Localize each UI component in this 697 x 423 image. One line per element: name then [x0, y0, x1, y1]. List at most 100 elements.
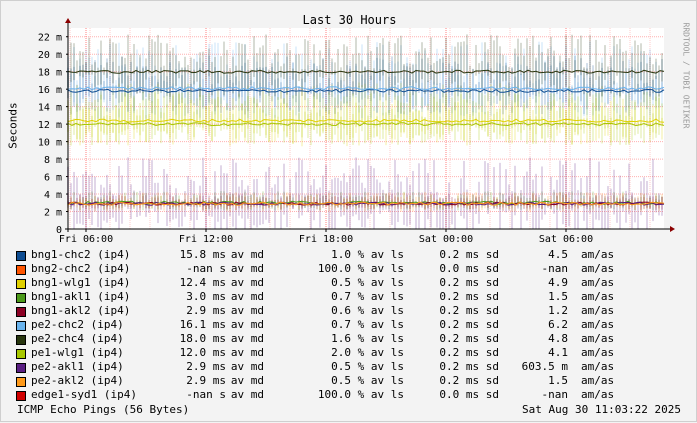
legend-swatch	[16, 251, 26, 261]
legend-series-name: bng2-chc2 (ip4)	[31, 262, 131, 275]
legend-swatch	[16, 321, 26, 331]
legend-sd: 1.5	[548, 374, 568, 387]
x-tick-label: Fri 12:00	[179, 234, 233, 245]
plot-area	[68, 28, 664, 229]
y-tick-label: 22 m	[38, 33, 62, 44]
x-tick-label: Fri 18:00	[299, 234, 353, 245]
legend-loss: 1.0 % av ls	[331, 248, 404, 261]
legend-loss: 2.0 % av ls	[331, 346, 404, 359]
legend-am-unit: am/as	[581, 248, 615, 261]
legend-avg-unit: av md	[230, 374, 264, 387]
legend-avg: 2.9 ms	[186, 304, 226, 317]
series-median-line	[67, 201, 665, 206]
legend-avg-unit: av md	[230, 360, 264, 373]
legend-ls: 0.0 ms sd	[439, 262, 499, 275]
y-axis-arrow-icon	[65, 18, 71, 23]
legend-avg-unit: av md	[230, 346, 264, 359]
legend-series-name: pe1-wlg1 (ip4)	[31, 346, 124, 359]
legend-ls: 0.2 ms sd	[439, 346, 499, 359]
legend-am-unit: am/as	[581, 290, 615, 303]
legend-swatch	[16, 363, 26, 373]
y-tick-label: 0	[56, 225, 62, 236]
legend-swatch	[16, 377, 26, 387]
y-tick-label: 2 m	[44, 208, 62, 219]
legend-sd: 1.5	[548, 290, 568, 303]
legend-loss: 0.5 % av ls	[331, 276, 404, 289]
legend-series-name: bng1-akl1 (ip4)	[31, 290, 131, 303]
legend-loss: 1.6 % av ls	[331, 332, 404, 345]
legend-ls: 0.2 ms sd	[439, 360, 499, 373]
legend-sd: 603.5 m	[521, 360, 568, 373]
legend-am-unit: am/as	[581, 346, 615, 359]
y-tick-label: 12 m	[38, 120, 62, 131]
legend-series-name: pe2-akl2 (ip4)	[31, 374, 124, 387]
legend-swatch	[16, 391, 26, 401]
series-median-line	[67, 69, 665, 74]
x-axis-arrow-icon	[670, 226, 675, 232]
legend-swatch	[16, 265, 26, 275]
legend-swatch	[16, 279, 26, 289]
legend-loss: 100.0 % av ls	[317, 262, 404, 275]
series-median-line	[67, 88, 665, 93]
legend-avg-unit: av md	[230, 388, 264, 401]
series-median-line	[67, 86, 665, 91]
legend-series-name: pe2-chc4 (ip4)	[31, 332, 124, 345]
y-tick-label: 20 m	[38, 50, 62, 61]
legend-avg-unit: av md	[230, 248, 264, 261]
legend-loss: 0.5 % av ls	[331, 360, 404, 373]
legend-loss: 0.7 % av ls	[331, 290, 404, 303]
y-tick-label: 16 m	[38, 85, 62, 96]
footer-caption: ICMP Echo Pings (56 Bytes)	[17, 403, 190, 416]
legend-avg: 15.8 ms	[179, 248, 226, 261]
legend-avg: -nan s	[186, 388, 226, 401]
y-tick-label: 18 m	[38, 68, 62, 79]
legend-series-name: bng1-akl2 (ip4)	[31, 304, 131, 317]
legend-avg: 12.4 ms	[179, 276, 226, 289]
legend-ls: 0.2 ms sd	[439, 374, 499, 387]
series-median-line	[67, 122, 665, 127]
legend-loss: 0.6 % av ls	[331, 304, 404, 317]
x-tick-label: Fri 06:00	[59, 234, 113, 245]
legend-series-name: pe2-akl1 (ip4)	[31, 360, 124, 373]
x-tick-label: Sat 06:00	[539, 234, 593, 245]
legend-ls: 0.0 ms sd	[439, 388, 499, 401]
x-tick-label: Sat 00:00	[419, 234, 473, 245]
legend-sd: -nan	[541, 262, 569, 275]
legend-sd: 1.2	[548, 304, 568, 317]
series-median-line	[67, 118, 665, 123]
legend-avg: 12.0 ms	[179, 346, 226, 359]
legend-am-unit: am/as	[581, 388, 615, 401]
legend-avg-unit: av md	[230, 290, 264, 303]
legend-avg: -nan s	[186, 262, 226, 275]
legend-avg: 16.1 ms	[179, 318, 226, 331]
legend-ls: 0.2 ms sd	[439, 276, 499, 289]
legend-ls: 0.2 ms sd	[439, 318, 499, 331]
legend-sd: 4.5	[548, 248, 568, 261]
legend-series-name: edge1-syd1 (ip4)	[31, 388, 137, 401]
legend-avg-unit: av md	[230, 332, 264, 345]
legend-sd: 4.9	[548, 276, 568, 289]
y-tick-label: 10 m	[38, 138, 62, 149]
legend-loss: 100.0 % av ls	[317, 388, 404, 401]
legend-avg: 2.9 ms	[186, 374, 226, 387]
legend-ls: 0.2 ms sd	[439, 248, 499, 261]
legend-sd: 4.8	[548, 332, 568, 345]
legend-avg-unit: av md	[230, 262, 264, 275]
legend-am-unit: am/as	[581, 332, 615, 345]
legend-avg: 3.0 ms	[186, 290, 226, 303]
legend-ls: 0.2 ms sd	[439, 290, 499, 303]
legend-sd: -nan	[541, 388, 569, 401]
legend-series-name: pe2-chc2 (ip4)	[31, 318, 124, 331]
y-tick-label: 8 m	[44, 155, 62, 166]
legend-am-unit: am/as	[581, 318, 615, 331]
legend-avg-unit: av md	[230, 304, 264, 317]
legend-avg: 2.9 ms	[186, 360, 226, 373]
legend-sd: 6.2	[548, 318, 568, 331]
chart-title: Last 30 Hours	[302, 13, 397, 27]
legend-am-unit: am/as	[581, 276, 615, 289]
legend-loss: 0.7 % av ls	[331, 318, 404, 331]
legend-swatch	[16, 293, 26, 303]
legend-ls: 0.2 ms sd	[439, 304, 499, 317]
